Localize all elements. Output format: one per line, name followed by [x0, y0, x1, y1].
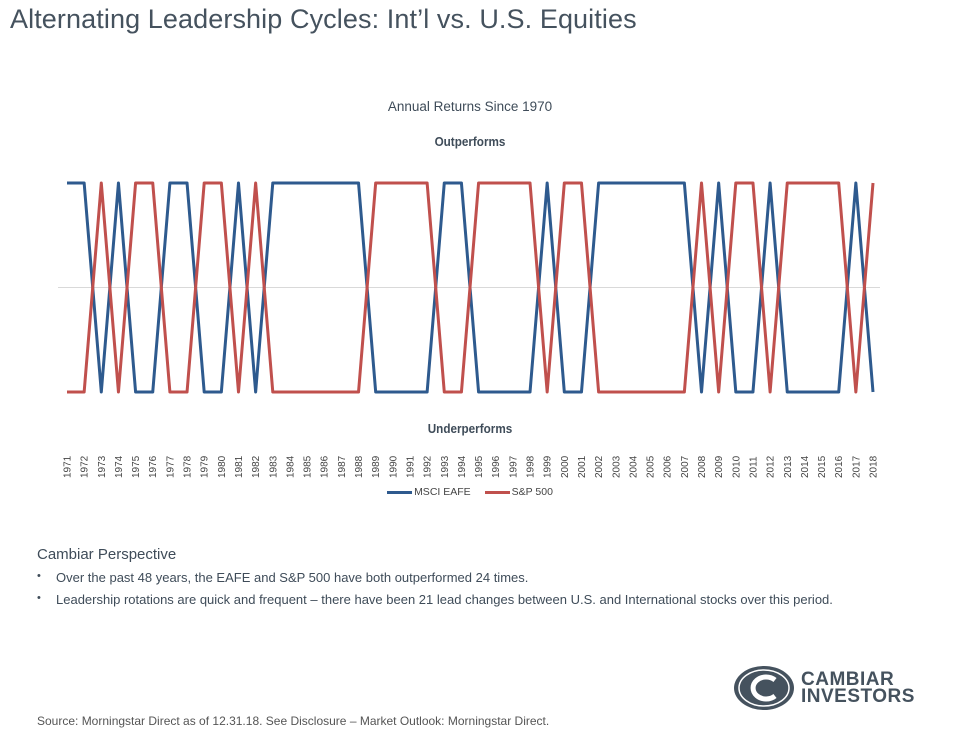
- x-tick-label: 2011: [748, 456, 759, 478]
- x-tick-label: 2001: [577, 455, 588, 478]
- legend-label-msci-eafe: MSCI EAFE: [414, 486, 471, 498]
- x-tick-label: 2015: [817, 455, 828, 478]
- x-tick-label: 1989: [371, 455, 382, 478]
- x-tick-label: 1998: [526, 455, 537, 478]
- x-tick-label: 1985: [303, 455, 314, 478]
- x-tick-label: 1979: [200, 455, 211, 478]
- x-tick-label: 1992: [423, 455, 434, 478]
- bullet-icon: •: [37, 592, 41, 604]
- x-tick-label: 1996: [491, 455, 502, 478]
- x-tick-label: 1980: [217, 455, 228, 478]
- x-tick-label: 2005: [646, 455, 657, 478]
- underperforms-label: Underperforms: [427, 421, 513, 436]
- bullet-item: • Leadership rotations are quick and freq…: [37, 592, 833, 607]
- x-tick-label: 1987: [337, 455, 348, 478]
- bullet-item: • Over the past 48 years, the EAFE and S&…: [37, 570, 833, 585]
- perspective-bullets: • Over the past 48 years, the EAFE and S&…: [37, 570, 833, 614]
- leadership-chart: 1971 1972 1973 1974 1975 1976 1977 1978 1979 1980…: [58, 181, 880, 478]
- cambiar-c-mark-icon: [734, 666, 794, 710]
- legend-item-sp500: S&P 500: [484, 486, 553, 498]
- x-tick-label: 2006: [663, 455, 674, 478]
- x-tick-label: 1991: [405, 455, 416, 478]
- x-tick-label: 1999: [543, 455, 554, 478]
- series-line-s-p-500: [67, 181, 875, 394]
- legend-swatch-msci-eafe: [387, 490, 413, 494]
- cambiar-logo: CAMBIAR INVESTORS: [733, 665, 915, 711]
- logo-line2: INVESTORS: [801, 686, 915, 707]
- x-axis-ticks: 1971 1972 1973 1974 1975 1976 1977 1978 1979 1980…: [63, 455, 880, 478]
- logo-text: CAMBIAR INVESTORS: [801, 669, 915, 707]
- x-tick-label: 2016: [834, 455, 845, 478]
- x-tick-label: 2003: [611, 455, 622, 478]
- x-tick-label: 1973: [97, 455, 108, 478]
- x-tick-label: 1982: [251, 455, 262, 478]
- series-layer: [67, 181, 875, 394]
- x-tick-label: 1995: [474, 455, 485, 478]
- x-tick-label: 1971: [63, 455, 74, 478]
- x-tick-label: 2018: [869, 455, 880, 478]
- x-tick-label: 2013: [783, 455, 794, 478]
- x-tick-label: 1978: [183, 455, 194, 478]
- x-tick-label: 1994: [457, 455, 468, 478]
- x-tick-label: 1981: [234, 455, 245, 478]
- x-tick-label: 1983: [268, 455, 279, 478]
- x-tick-label: 2010: [731, 455, 742, 478]
- x-tick-label: 1977: [165, 455, 176, 478]
- x-tick-label: 1975: [131, 455, 142, 478]
- x-tick-label: 1972: [80, 455, 91, 478]
- page-title: Alternating Leadership Cycles: Int’l vs.…: [10, 4, 637, 34]
- x-tick-label: 2004: [628, 455, 639, 478]
- bullet-icon: •: [37, 570, 41, 582]
- chart-title: Annual Returns Since 1970: [387, 99, 553, 114]
- legend-swatch-sp500: [484, 490, 510, 494]
- x-tick-label: 1986: [320, 455, 331, 478]
- x-tick-label: 2014: [800, 455, 811, 478]
- x-tick-label: 2008: [697, 455, 708, 478]
- x-tick-label: 1984: [285, 455, 296, 478]
- x-tick-label: 1988: [354, 455, 365, 478]
- x-tick-label: 1997: [508, 455, 519, 478]
- legend-label-sp500: S&P 500: [511, 486, 553, 498]
- bullet-text: Over the past 48 years, the EAFE and S&P…: [56, 570, 529, 585]
- x-tick-label: 2007: [680, 455, 691, 478]
- x-tick-label: 2017: [851, 455, 862, 478]
- x-tick-label: 2000: [560, 455, 571, 478]
- x-tick-label: 2002: [594, 455, 605, 478]
- x-tick-label: 2012: [766, 455, 777, 478]
- bullet-text: Leadership rotations are quick and frequ…: [56, 592, 833, 607]
- logo-line1: CAMBIAR: [801, 669, 895, 690]
- perspective-heading: Cambiar Perspective: [37, 546, 177, 563]
- legend-item-msci-eafe: MSCI EAFE: [387, 486, 471, 498]
- x-tick-label: 2009: [714, 455, 725, 478]
- x-tick-label: 1974: [114, 455, 125, 478]
- x-tick-label: 1990: [388, 455, 399, 478]
- outperforms-label: Outperforms: [434, 134, 506, 149]
- legend: MSCI EAFE S&P 500: [0, 486, 940, 498]
- source-note: Source: Morningstar Direct as of 12.31.1…: [37, 714, 550, 728]
- x-tick-label: 1976: [148, 455, 159, 478]
- x-tick-label: 1993: [440, 455, 451, 478]
